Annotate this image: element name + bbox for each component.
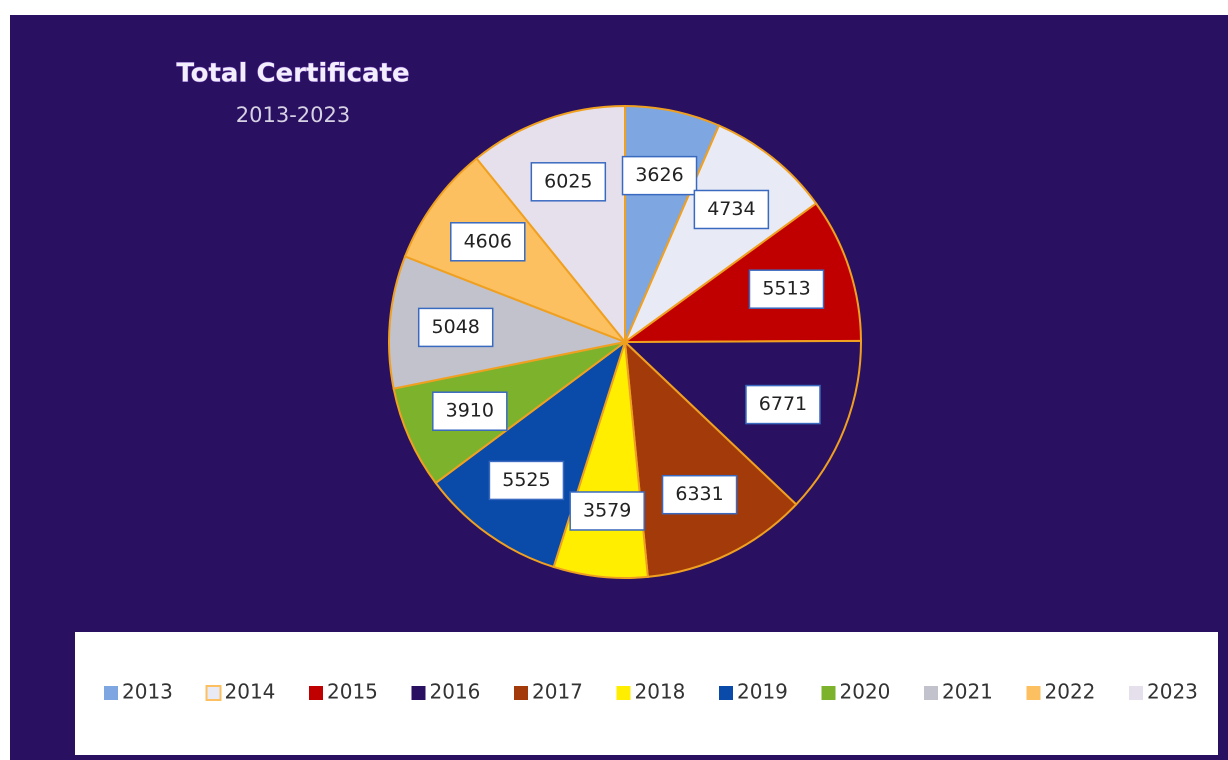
data-label: 4606 <box>464 230 512 252</box>
legend-swatch <box>821 686 836 700</box>
pie-slice <box>434 339 627 569</box>
legend-swatch <box>205 685 222 701</box>
data-label-box <box>693 189 770 230</box>
data-label-box <box>745 384 821 425</box>
data-label: 3626 <box>635 164 683 186</box>
legend-swatch <box>1026 686 1041 700</box>
data-label-box <box>621 155 698 196</box>
legend-swatch <box>309 686 323 700</box>
data-label: 3579 <box>583 499 631 521</box>
legend-swatch <box>924 686 938 700</box>
data-label-box <box>488 460 565 501</box>
chart-subtitle: 2013-2023 <box>236 103 350 127</box>
data-label: 3910 <box>446 400 494 422</box>
data-label-box <box>748 269 825 309</box>
legend-swatch <box>719 686 733 700</box>
pie-slice <box>623 339 798 578</box>
pie-slice <box>622 339 862 506</box>
legend-label: 2019 <box>737 680 788 704</box>
legend-label: 2013 <box>122 680 173 704</box>
data-label: 5525 <box>502 469 550 491</box>
legend-label: 2021 <box>942 680 993 704</box>
legend-label: 2017 <box>532 680 583 704</box>
data-label: 5048 <box>432 316 480 338</box>
data-label: 5513 <box>762 278 810 300</box>
data-label: 6771 <box>759 393 807 415</box>
legend-label: 2014 <box>225 680 276 704</box>
data-label-box <box>530 162 607 202</box>
data-label: 6331 <box>675 483 723 505</box>
data-label-box <box>661 474 738 515</box>
data-label-box <box>417 307 494 348</box>
legend-label: 2020 <box>840 680 891 704</box>
legend-label: 2022 <box>1045 680 1096 704</box>
data-label-box <box>432 391 508 431</box>
legend-label: 2023 <box>1147 680 1198 704</box>
data-label-box <box>569 491 645 531</box>
chart-title: Total Certificate <box>176 59 409 89</box>
legend-swatch <box>1129 686 1143 700</box>
legend-label: 2015 <box>327 680 378 704</box>
legend-label: 2018 <box>635 680 686 704</box>
pie-slice <box>622 124 818 345</box>
data-label: 6025 <box>544 170 592 192</box>
legend-swatch <box>104 686 118 700</box>
data-label: 4734 <box>707 198 755 220</box>
legend-swatch <box>514 686 528 700</box>
pie-slice <box>388 255 629 390</box>
data-label-box <box>450 222 526 262</box>
legend-label: 2016 <box>430 680 481 704</box>
legend-swatch <box>411 686 426 700</box>
legend-swatch <box>616 686 631 700</box>
